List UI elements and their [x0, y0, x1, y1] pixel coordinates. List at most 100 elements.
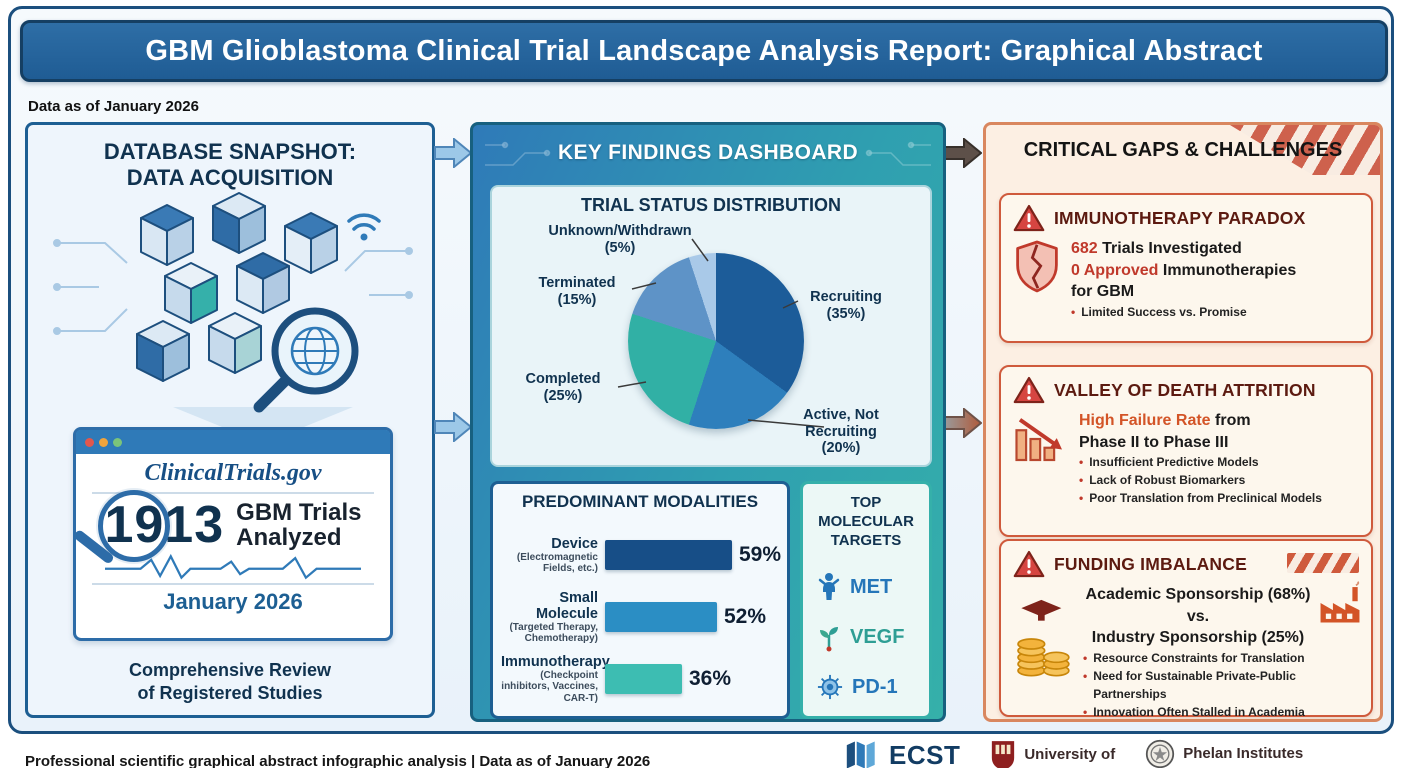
clinicaltrials-gov-label: ClinicalTrials.gov: [92, 454, 374, 494]
target-name: PD-1: [852, 675, 898, 698]
institute-seal-icon: [1146, 739, 1175, 768]
circuit-decoration-icon: [485, 141, 551, 166]
virus-icon: [817, 674, 843, 700]
bullet-text: Lack of Robust Biomarkers: [1089, 473, 1246, 488]
modality-name: Immunotherapy: [501, 653, 610, 670]
modality-bar: [605, 664, 682, 694]
modality-label: Device (Electromagnetic Fields, etc.): [501, 536, 605, 575]
modalities-title: PREDOMINANT MODALITIES: [521, 492, 759, 511]
stat-label: from: [1215, 412, 1251, 429]
modality-sublabel: (Checkpoint inhibitors, Vaccines, CAR-T): [501, 669, 598, 704]
logo-university: University of: [990, 739, 1115, 768]
flow-arrow-dashboard-to-gaps-mid: [944, 408, 982, 438]
bullet-text: Need for Sustainable Private-Public Part…: [1093, 668, 1296, 701]
bullet-dot: •: [1083, 668, 1088, 683]
receptor-person-icon: [818, 573, 840, 600]
dashboard-title: KEY FINDINGS DASHBOARD: [557, 141, 859, 164]
bullet-text: Resource Constraints for Translation: [1093, 650, 1305, 665]
modality-bar-area: 36%: [605, 664, 781, 694]
hazard-stripes-icon: [1287, 553, 1359, 573]
browser-dot-red-icon: [85, 437, 94, 447]
pie-slice-percent: (35%): [826, 305, 866, 322]
target-item-pd1: PD-1: [803, 662, 929, 712]
target-item-met: MET: [803, 562, 929, 612]
stat-vs: vs.: [1186, 607, 1210, 625]
gap-card-funding-imbalance: FUNDING IMBALANCE Academic Sponsorship (: [999, 539, 1373, 719]
gap-card-header: FUNDING IMBALANCE: [1001, 541, 1371, 581]
gap-card-immunotherapy-paradox: IMMUNOTHERAPY PARADOX 682 Trials Investi…: [999, 193, 1373, 343]
stat-failure-rate: High Failure Rate from: [1079, 410, 1359, 432]
gap-bullet: • Innovation Often Stalled in Academia: [1083, 703, 1313, 719]
declining-chart-icon: [1015, 418, 1062, 462]
university-crest-icon: [992, 741, 1015, 768]
factory-icon: [1320, 581, 1360, 623]
bullet-text: Poor Translation from Preclinical Models: [1089, 491, 1322, 506]
ecg-line-icon: [105, 553, 361, 580]
bullet-dot: •: [1083, 704, 1088, 719]
pie-label-terminated: Terminated (15%): [522, 275, 632, 308]
stat-label-continued: for GBM: [1071, 283, 1135, 301]
gap-card-header: VALLEY OF DEATH ATTRITION: [1001, 367, 1371, 407]
modality-label: Immunotherapy (Checkpoint inhibitors, Va…: [501, 653, 610, 705]
pie-slice-name: Recruiting: [810, 289, 882, 305]
bullet-dot: •: [1083, 650, 1088, 665]
stat-label: Trials Investigated: [1102, 240, 1242, 257]
gap-bullet: • Poor Translation from Preclinical Model…: [1079, 489, 1359, 507]
left-panel-title-line1: DATABASE SNAPSHOT:: [103, 139, 357, 164]
stat-label: Immunotherapies: [1162, 261, 1297, 279]
caption-line1: Comprehensive Review: [128, 660, 332, 680]
server-cubes-icon: [136, 192, 338, 382]
logo-ecst: ECST: [845, 739, 960, 768]
modality-name: Device: [551, 535, 598, 552]
wifi-icon: [347, 213, 381, 241]
left-panel-title: DATABASE SNAPSHOT: DATA ACQUISITION: [28, 139, 432, 192]
modality-row-device: Device (Electromagnetic Fields, etc.) 59…: [501, 524, 781, 586]
pie-label-unknown: Unknown/Withdrawn (5%): [540, 223, 700, 256]
pie-slice-percent: (25%): [543, 387, 583, 404]
bullet-text: Insufficient Predictive Models: [1089, 455, 1259, 470]
target-list: MET VEGF: [803, 562, 929, 712]
logo-phelan-institutes: Phelan Institutes: [1145, 739, 1303, 768]
gaps-title: CRITICAL GAPS & CHALLENGES: [1023, 139, 1343, 161]
gap-bullet: • Resource Constraints for Translation: [1083, 649, 1313, 667]
target-item-vegf: VEGF: [803, 612, 929, 662]
logo-wordmark: ECST: [889, 739, 961, 768]
footer-logos: ECST University of Phelan Institutes: [845, 739, 1303, 768]
broken-shield-icon: [1016, 240, 1058, 293]
trial-status-box: TRIAL STATUS DISTRIBUTION Unknown/Withdr…: [490, 185, 932, 467]
modality-row-small-molecule: Small Molecule (Targeted Therapy, Chemot…: [501, 586, 781, 648]
bullet-dot: •: [1079, 473, 1084, 488]
flow-arrow-dashboard-to-gaps-top: [944, 138, 982, 168]
modality-bars: Device (Electromagnetic Fields, etc.) 59…: [501, 524, 781, 710]
warning-triangle-icon: [1013, 204, 1045, 232]
modality-value: 59%: [739, 543, 782, 566]
pie-chart-title: TRIAL STATUS DISTRIBUTION: [581, 195, 841, 215]
trials-label-line1: GBM Trials: [236, 498, 362, 526]
data-as-of-label: Data as of January 2026: [28, 98, 199, 115]
modality-label: Small Molecule (Targeted Therapy, Chemot…: [501, 590, 605, 645]
gap-card-body: 682 Trials Investigated 0 Approved Immun…: [1001, 235, 1371, 327]
coins-graduation-cap-icon: [1017, 599, 1070, 677]
target-name: VEGF: [850, 625, 905, 648]
pie-slice-percent: (15%): [557, 291, 597, 308]
stat-academic-sponsorship: Academic Sponsorship (68%): [1085, 586, 1311, 603]
database-snapshot-panel: DATABASE SNAPSHOT: DATA ACQUISITION: [25, 122, 435, 718]
modality-row-immunotherapy: Immunotherapy (Checkpoint inhibitors, Va…: [501, 648, 781, 710]
targets-title-line1: TOP: [850, 494, 882, 511]
modality-sublabel: (Targeted Therapy, Chemotherapy): [509, 621, 598, 645]
targets-title: TOP MOLECULAR TARGETS: [803, 494, 929, 550]
gap-card-text: High Failure Rate from Phase II to Phase…: [1079, 410, 1359, 507]
key-findings-panel: KEY FINDINGS DASHBOARD TRIAL STATUS DIST…: [470, 122, 946, 722]
browser-titlebar: [76, 430, 390, 454]
modalities-box: PREDOMINANT MODALITIES Device (Electroma…: [490, 481, 790, 719]
bullet-text: Innovation Often Stalled in Academia: [1093, 704, 1305, 719]
gap-card-heading: IMMUNOTHERAPY PARADOX: [1054, 208, 1306, 228]
circuit-decoration-icon: [865, 141, 931, 166]
pie-slice-name: Completed: [525, 371, 601, 387]
gap-card-heading: FUNDING IMBALANCE: [1054, 554, 1247, 574]
stat-phase-line: Phase II to Phase III: [1079, 433, 1229, 451]
gap-card-heading: VALLEY OF DEATH ATTRITION: [1054, 380, 1316, 400]
caption-line2: of Registered Studies: [137, 683, 323, 704]
pie-label-completed: Completed (25%): [508, 371, 618, 404]
gap-card-body: High Failure Rate from Phase II to Phase…: [1001, 407, 1371, 513]
